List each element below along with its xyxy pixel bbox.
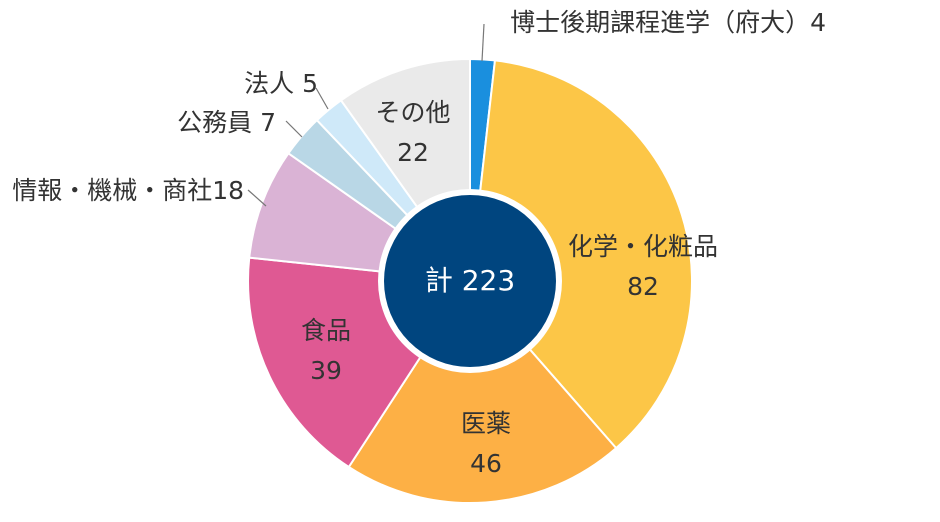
slice-label: 医薬 (461, 409, 511, 438)
leader-line (481, 23, 485, 62)
pie-slice (347, 279, 618, 504)
slice-label: 法人 5 (244, 69, 318, 98)
donut-center (384, 195, 556, 367)
slice-label: 化学・化粧品 (568, 232, 718, 261)
leader-line (285, 120, 303, 138)
slice-label: 情報・機械・商社18 (12, 176, 244, 205)
slice-label: 公務員 7 (177, 108, 276, 137)
leader-line (247, 189, 267, 207)
leader-line (315, 87, 329, 110)
slice-value-label: 39 (310, 356, 342, 385)
slice-value-label: 22 (397, 138, 429, 167)
center-total-label: 計 223 (425, 264, 515, 297)
pie-slice (468, 59, 693, 450)
slice-label: その他 (375, 98, 450, 127)
slice-label: 食品 (301, 316, 351, 345)
slice-label: 博士後期課程進学（府大）4 (510, 8, 826, 37)
slice-value-label: 46 (470, 449, 502, 478)
slice-value-label: 82 (627, 272, 659, 301)
